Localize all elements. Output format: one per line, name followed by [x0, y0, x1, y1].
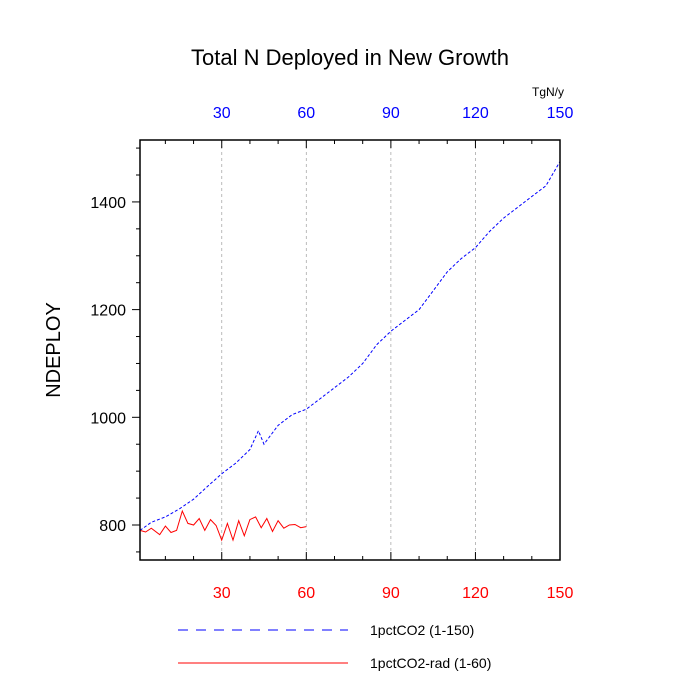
legend-label-1pctCO2: 1pctCO2 (1-150): [370, 622, 474, 638]
legend: 1pctCO2 (1-150) 1pctCO2-rad (1-60): [178, 622, 491, 671]
bottom-tick-label-60: 60: [297, 585, 315, 602]
top-tick-label-120: 120: [462, 105, 489, 122]
series-lines: [139, 161, 561, 542]
y-tick-label-1400: 1400: [90, 195, 126, 212]
y-tick-label-1200: 1200: [90, 303, 126, 320]
bottom-tick-label-90: 90: [382, 585, 400, 602]
y-tick-label-1000: 1000: [90, 410, 126, 427]
chart-title: Total N Deployed in New Growth: [191, 45, 509, 70]
grid-lines: [221, 140, 476, 560]
top-tick-label-30: 30: [213, 105, 231, 122]
top-axis-unit: TgN/y: [532, 85, 564, 99]
top-tick-label-60: 60: [297, 105, 315, 122]
bottom-tick-label-150: 150: [547, 585, 574, 602]
top-tick-label-150: 150: [547, 105, 574, 122]
y-tick-label-800: 800: [99, 518, 126, 535]
series-line-0: [139, 161, 561, 531]
series-line-1: [139, 509, 307, 542]
y-axis-label: NDEPLOY: [43, 302, 65, 398]
tick-labels: 30 60 90 120 150 30 60 90 120 150 800 1000 1200 1400: [90, 105, 573, 602]
bottom-tick-label-120: 120: [462, 585, 489, 602]
plot-frame: [139, 139, 561, 561]
legend-label-1pctCO2-rad: 1pctCO2-rad (1-60): [370, 655, 491, 671]
top-tick-label-90: 90: [382, 105, 400, 122]
bottom-tick-label-30: 30: [213, 585, 231, 602]
